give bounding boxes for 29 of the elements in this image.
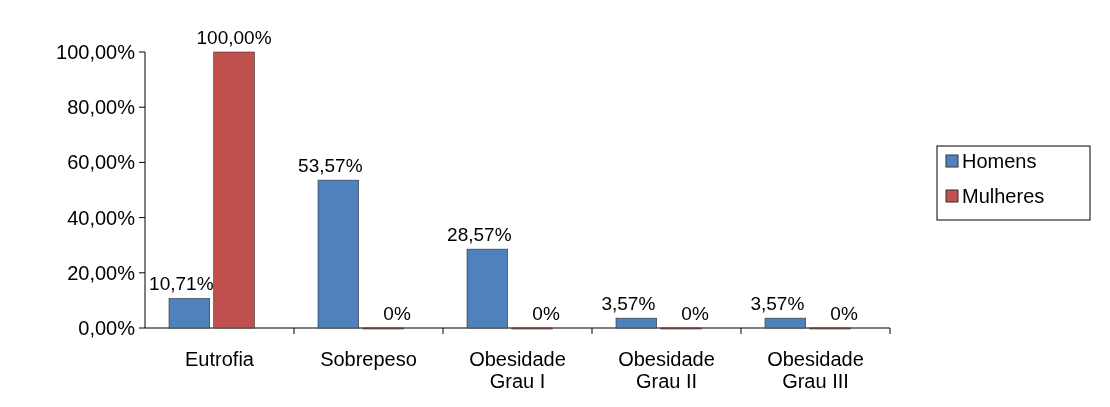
data-label: 53,57%: [298, 155, 363, 177]
x-tick-label: Obesidade Grau II: [618, 348, 715, 392]
bar: [317, 179, 359, 329]
data-label: 0%: [383, 303, 411, 324]
y-tick-label: 20,00%: [67, 261, 136, 284]
x-tick-label: Sobrepeso: [320, 348, 417, 370]
data-label: 0%: [681, 303, 709, 324]
data-label: 28,57%: [447, 224, 512, 246]
bar: [466, 248, 508, 329]
data-label: 3,57%: [601, 293, 656, 315]
y-tick-label: 80,00%: [67, 96, 136, 119]
y-tick-label: 60,00%: [67, 151, 136, 174]
x-tick-label: Eutrofia: [185, 348, 255, 370]
y-tick-label: 100,00%: [56, 41, 136, 63]
y-tick-label: 0,00%: [78, 317, 136, 339]
data-label: 0%: [830, 303, 858, 324]
data-label: 3,57%: [750, 293, 805, 315]
y-tick-label: 40,00%: [67, 206, 136, 229]
data-label: 10,71%: [149, 273, 214, 295]
data-label: 100,00%: [196, 27, 272, 48]
bar: [213, 51, 255, 329]
x-tick-label: Obesidade Grau I: [469, 348, 566, 392]
bar: [168, 298, 210, 329]
legend-label: Homens: [962, 150, 1037, 172]
bar: [615, 317, 657, 329]
legend-label: Mulheres: [962, 185, 1045, 207]
data-label: 0%: [532, 303, 560, 324]
x-tick-label: Obesidade Grau III: [767, 348, 864, 392]
bar: [764, 317, 806, 329]
